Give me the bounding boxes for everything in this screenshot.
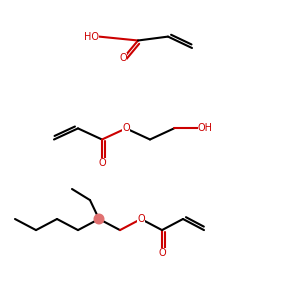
Text: O: O: [98, 158, 106, 169]
Text: O: O: [158, 248, 166, 259]
Text: HO: HO: [84, 32, 99, 42]
Text: O: O: [122, 123, 130, 134]
Text: OH: OH: [198, 123, 213, 134]
Text: O: O: [119, 53, 127, 64]
Circle shape: [94, 214, 104, 224]
Text: O: O: [137, 214, 145, 224]
